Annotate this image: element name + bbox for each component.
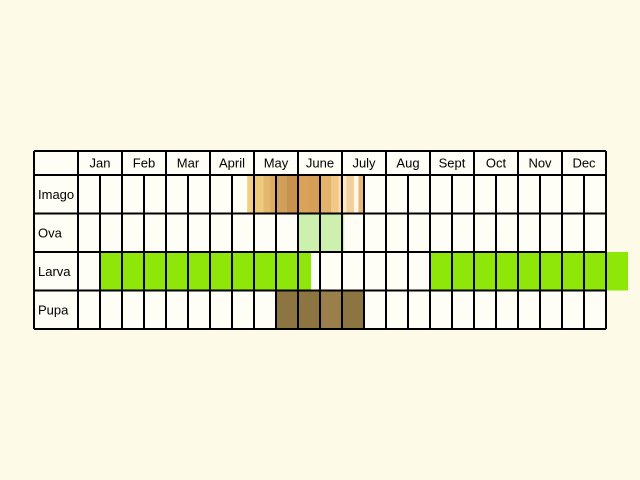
period-bar-imago-8 — [320, 175, 331, 214]
month-label: July — [352, 156, 376, 171]
month-label: Jan — [90, 156, 111, 171]
period-bar-ova-0 — [298, 213, 345, 252]
month-label: Nov — [528, 156, 552, 171]
month-label: Dec — [572, 156, 596, 171]
period-bar-imago-4 — [276, 175, 287, 214]
period-bar-imago-9 — [331, 175, 339, 214]
period-bar-larva-1 — [311, 252, 315, 291]
period-bar-imago-7 — [309, 175, 320, 214]
month-label: Aug — [396, 156, 419, 171]
period-bar-imago-13 — [354, 175, 359, 214]
period-bar-imago-12 — [346, 175, 355, 214]
period-bar-imago-14 — [358, 175, 364, 214]
month-label: June — [306, 156, 334, 171]
period-bar-imago-11 — [342, 175, 347, 214]
period-bar-pupa-1 — [320, 290, 342, 329]
row-label-ova: Ova — [38, 225, 63, 240]
period-bar-pupa-2 — [342, 290, 364, 329]
period-bar-imago-0 — [247, 175, 254, 214]
period-bar-imago-3 — [270, 175, 276, 214]
row-label-imago: Imago — [38, 187, 74, 202]
month-label: Mar — [177, 156, 200, 171]
row-label-pupa: Pupa — [38, 302, 69, 317]
month-label: April — [219, 156, 245, 171]
month-label: Oct — [486, 156, 507, 171]
period-bar-larva-2 — [430, 252, 628, 291]
period-bar-imago-10 — [338, 175, 342, 214]
period-bar-imago-6 — [298, 175, 309, 214]
row-label-larva: Larva — [38, 264, 71, 279]
month-label: Feb — [133, 156, 155, 171]
month-label: Sept — [439, 156, 466, 171]
period-bar-imago-1 — [254, 175, 264, 214]
period-bar-larva-0 — [100, 252, 312, 291]
month-label: May — [264, 156, 289, 171]
period-bar-imago-5 — [287, 175, 298, 214]
period-bar-imago-2 — [263, 175, 271, 214]
